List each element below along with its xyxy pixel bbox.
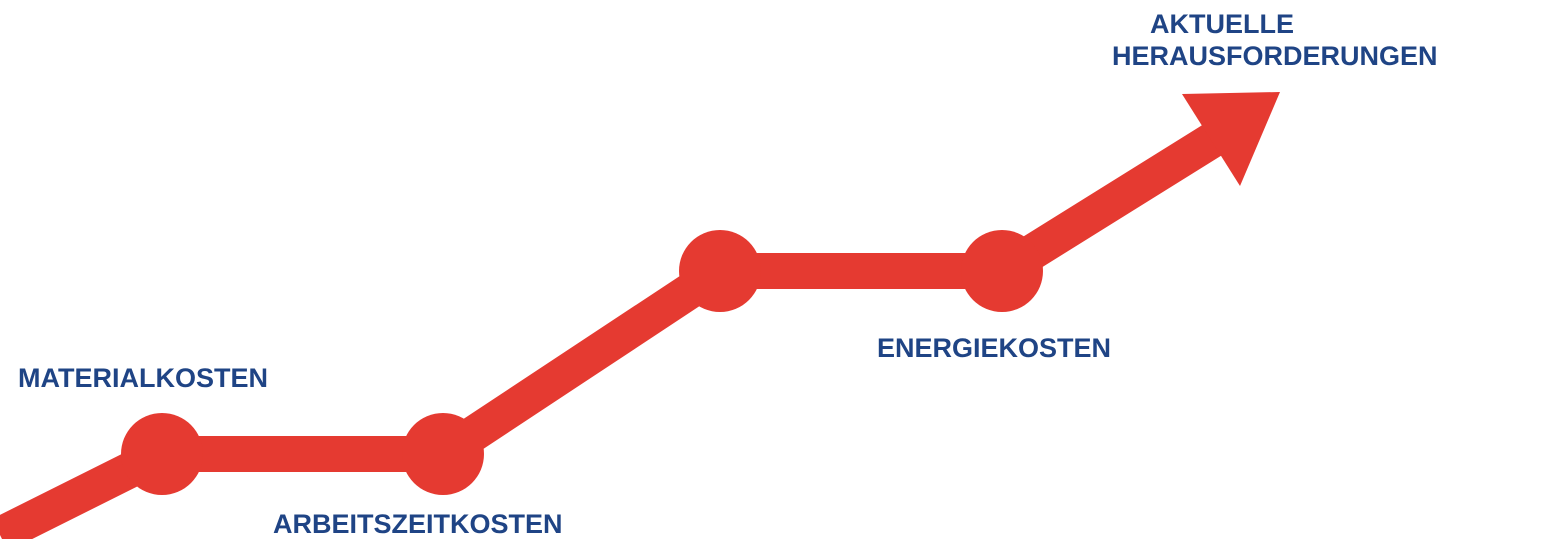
label-materialkosten: MATERIALKOSTEN — [18, 363, 268, 393]
label-aktuelle-herausforderungen: AKTUELLE HERAUSFORDERUNGEN — [1112, 8, 1438, 72]
milestone-dot-energie — [961, 230, 1043, 312]
milestone-dot-arbeitszeit — [402, 413, 484, 495]
label-arbeitszeitkosten: ARBEITSZEITKOSTEN — [273, 509, 563, 539]
label-goal-line2: HERAUSFORDERUNGEN — [1112, 41, 1438, 71]
arrow-head — [1182, 92, 1280, 186]
milestone-dot-material — [121, 413, 203, 495]
label-energiekosten: ENERGIEKOSTEN — [877, 333, 1112, 363]
milestone-dot-mid — [679, 230, 761, 312]
label-goal-line1: AKTUELLE — [1150, 9, 1294, 39]
